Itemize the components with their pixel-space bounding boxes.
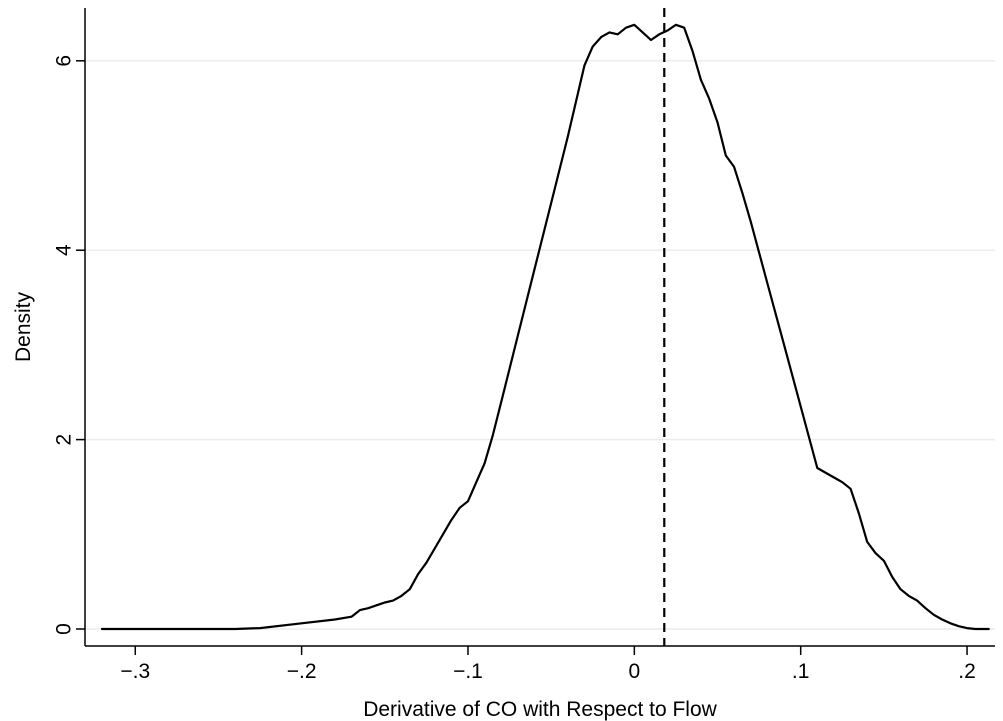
ticks: 0 2 4 6 −.3 −.2 −.1 0 .1 .2 bbox=[52, 55, 975, 683]
x-tick-label: .2 bbox=[958, 660, 976, 683]
x-tick-label: 0 bbox=[628, 660, 640, 683]
y-tick-label: 0 bbox=[52, 623, 75, 635]
x-tick-label: −.1 bbox=[453, 660, 483, 683]
y-tick-label: 4 bbox=[52, 244, 75, 256]
density-curve bbox=[100, 23, 990, 631]
x-axis-title: Derivative of CO with Respect to Flow bbox=[363, 698, 717, 721]
x-tick-label: .1 bbox=[792, 660, 810, 683]
y-tick-label: 2 bbox=[52, 434, 75, 446]
y-axis-title: Density bbox=[12, 291, 35, 362]
y-tick-label: 6 bbox=[52, 55, 75, 67]
axes bbox=[84, 8, 995, 647]
x-tick-label: −.3 bbox=[120, 660, 150, 683]
x-tick-label: −.2 bbox=[287, 660, 317, 683]
series-layer bbox=[100, 23, 990, 631]
gridlines bbox=[85, 60, 995, 630]
